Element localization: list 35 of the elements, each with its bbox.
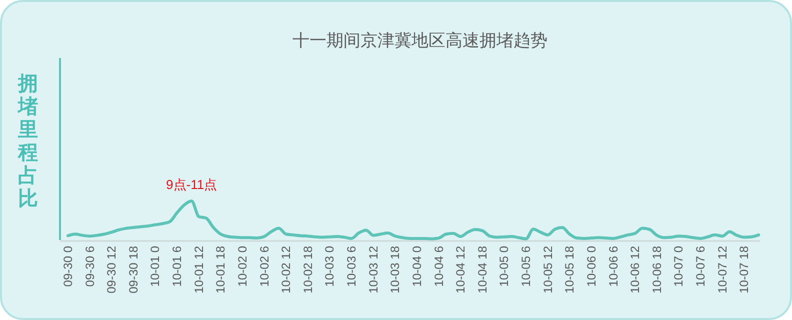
y-axis-title: 拥堵里程占比 (17, 73, 38, 210)
x-tick-label: 10-07 12 (715, 246, 730, 294)
x-tick-label: 10-05 18 (562, 246, 577, 294)
x-tick-label: 10-05 0 (497, 246, 512, 287)
x-tick-label: 10-04 6 (432, 246, 446, 287)
x-tick-label: 09-30 0 (61, 246, 75, 287)
x-tick-label: 10-06 6 (606, 246, 620, 287)
x-tick-label: 10-02 0 (235, 246, 250, 287)
x-tick-label: 10-06 18 (650, 246, 664, 294)
x-tick-label: 10-05 12 (540, 246, 555, 294)
x-tick-label: 10-01 0 (148, 246, 162, 287)
x-tick-label: 09-30 12 (104, 246, 119, 294)
x-tick-label: 09-30 18 (126, 246, 140, 294)
x-tick-label: 10-04 18 (475, 246, 490, 294)
x-tick-label: 10-03 6 (344, 246, 359, 287)
x-tick-label: 10-06 0 (584, 246, 598, 287)
x-tick-label: 10-01 12 (192, 246, 206, 294)
x-tick-label: 10-03 18 (388, 246, 402, 294)
x-tick-label: 10-07 6 (693, 246, 708, 287)
x-tick-label: 10-02 12 (279, 246, 294, 294)
x-tick-label: 10-04 0 (410, 246, 424, 287)
x-tick-label: 09-30 6 (82, 246, 97, 287)
x-tick-label: 10-01 6 (170, 246, 184, 287)
x-tick-label: 10-07 0 (672, 246, 686, 287)
chart-title: 十一期间京津冀地区高速拥堵趋势 (292, 31, 548, 50)
x-tick-label: 10-05 6 (519, 246, 534, 287)
x-tick-label: 10-02 6 (257, 246, 272, 287)
text: 9点-11点 (166, 177, 218, 192)
x-tick-label: 10-02 18 (300, 246, 315, 294)
x-tick-label: 10-01 18 (214, 246, 228, 294)
x-tick-label: 10-03 0 (322, 246, 337, 287)
x-tick-label: 10-07 18 (737, 246, 752, 294)
x-tick-label: 10-06 12 (628, 246, 642, 294)
x-tick-label: 10-04 12 (454, 246, 468, 294)
x-tick-label: 10-03 12 (366, 246, 380, 294)
